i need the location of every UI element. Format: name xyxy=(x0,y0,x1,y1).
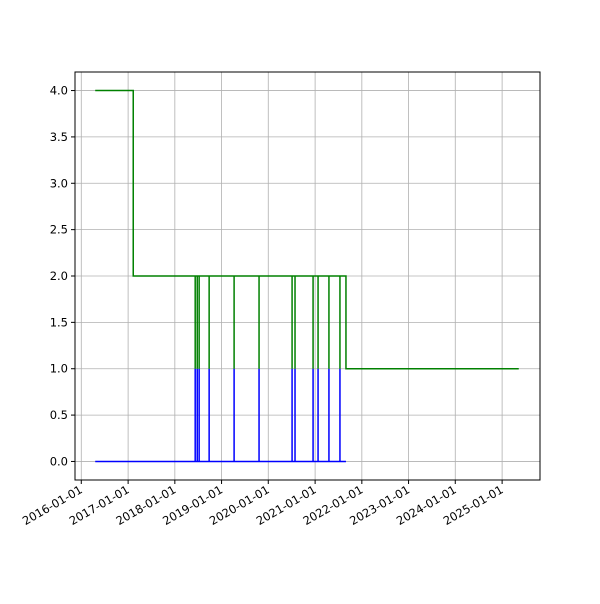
y-tick-label: 1.0 xyxy=(50,362,68,376)
y-tick-label: 0.5 xyxy=(50,408,68,422)
y-tick-label: 2.5 xyxy=(50,223,68,237)
y-tick-label: 1.5 xyxy=(50,315,68,329)
series-line xyxy=(95,89,519,370)
series-line xyxy=(95,368,346,463)
y-tick-label: 3.0 xyxy=(50,176,68,190)
y-tick-label: 4.0 xyxy=(50,84,68,98)
y-tick-label: 3.5 xyxy=(50,130,68,144)
y-tick-label: 2.0 xyxy=(50,269,68,283)
y-tick-label: 0.0 xyxy=(50,454,68,468)
lines xyxy=(95,89,519,463)
